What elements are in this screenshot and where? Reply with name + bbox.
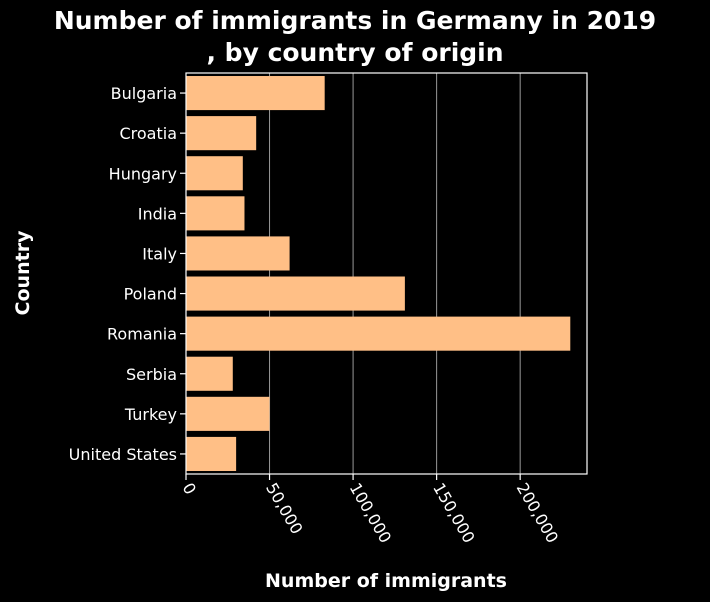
- bar-poland: [186, 276, 405, 311]
- x-axis: 0 50,000 100,000 150,000 200,000: [179, 474, 563, 547]
- bar-hungary: [186, 156, 243, 191]
- gridlines: [269, 73, 521, 474]
- x-tick-label: 100,000: [346, 480, 396, 547]
- bar-croatia: [186, 116, 257, 151]
- plot-frame: [185, 72, 588, 475]
- x-tick-label: 0: [179, 480, 201, 498]
- bar-romania: [186, 316, 571, 351]
- x-tick-label: 50,000: [262, 480, 306, 538]
- chart-title-line-1: Number of immigrants in Germany in 2019: [53, 6, 657, 35]
- x-tick-label: 150,000: [429, 480, 479, 547]
- y-axis-label: Country: [12, 230, 34, 316]
- y-tick-label: Romania: [107, 325, 177, 344]
- y-tick-label: Bulgaria: [111, 84, 177, 103]
- bar-turkey: [186, 396, 270, 431]
- bar-india: [186, 196, 245, 231]
- y-tick-label: Italy: [142, 244, 177, 263]
- x-axis-label: Number of immigrants: [265, 570, 507, 592]
- y-tick-label: Serbia: [126, 365, 177, 384]
- bar-bulgaria: [186, 76, 325, 111]
- bar-italy: [186, 236, 290, 271]
- bars: [186, 76, 571, 471]
- y-tick-label: United States: [69, 445, 177, 464]
- y-tick-label: Hungary: [109, 164, 177, 183]
- bar-serbia: [186, 356, 233, 391]
- y-tick-label: Croatia: [119, 124, 177, 143]
- x-tick-label: 200,000: [513, 480, 563, 547]
- y-tick-label: India: [138, 204, 177, 223]
- bar-united-states: [186, 436, 237, 471]
- y-tick-label: Poland: [124, 285, 177, 304]
- y-tick-label: Turkey: [124, 405, 177, 424]
- y-axis: Bulgaria Croatia Hungary India Italy Poland Ro…: [69, 84, 186, 464]
- chart-title-line-2: , by country of origin: [206, 38, 504, 67]
